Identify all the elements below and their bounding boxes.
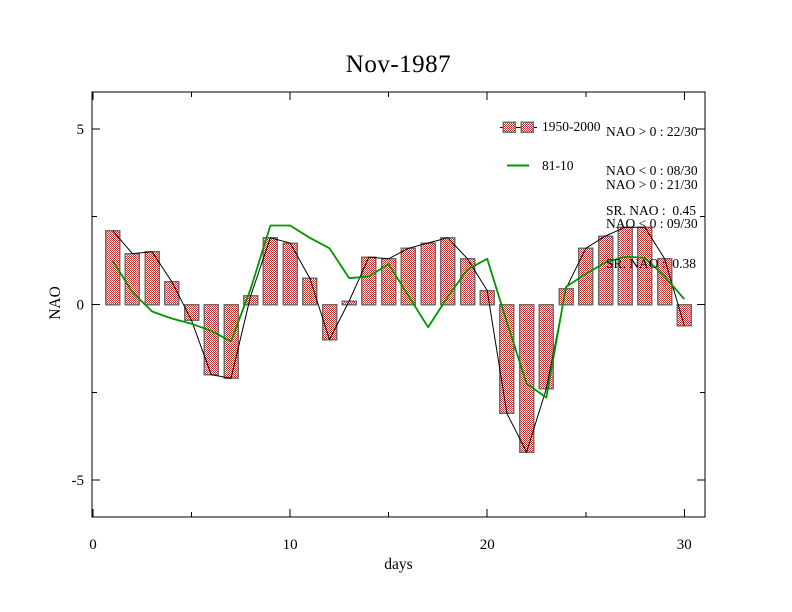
legend-bars-label: 1950-2000	[542, 119, 601, 134]
legend-climatology-label: 81-10	[542, 158, 574, 173]
y-tick-label: 5	[77, 122, 85, 138]
bars-1950-2000	[104, 226, 693, 453]
x-tick-label: 10	[283, 537, 298, 553]
nao-bar	[420, 242, 436, 306]
stats-block-1950-2000: NAO > 0 : 22/30 NAO < 0 : 08/30 SR. NAO …	[606, 98, 698, 244]
hatched-box-swatch-icon	[520, 121, 534, 133]
nao-bar	[538, 303, 555, 390]
nao-bar	[164, 280, 180, 306]
x-tick-label: 20	[480, 537, 495, 553]
nao-bar	[440, 237, 456, 306]
nao-bar	[183, 303, 200, 322]
x-tick-label: 30	[677, 537, 692, 553]
y-tick-label: 0	[77, 298, 85, 314]
nao-bar	[302, 277, 318, 306]
stat-line: NAO > 0 : 22/30	[606, 123, 698, 139]
chart-title: Nov-1987	[345, 51, 452, 78]
nao-bar	[203, 303, 219, 376]
plot-frame-and-ticks	[91, 91, 706, 518]
hatched-box-swatch-icon	[502, 121, 516, 133]
nao-bar	[321, 303, 338, 341]
stat-line: NAO > 0 : 21/30	[606, 176, 698, 192]
stat-line: SR. NAO : 0.45	[606, 203, 697, 219]
nao-bar	[361, 256, 377, 306]
stats-block-81-10: NAO > 0 : 21/30 NAO < 0 : 09/30 SR. NAO …	[606, 151, 698, 297]
stat-line: NAO < 0 : 08/30	[606, 163, 698, 179]
nao-bar	[262, 237, 279, 306]
x-tick-label: 0	[89, 537, 97, 553]
tick-labels: 0 10 20 30 -5 0 5	[72, 122, 692, 553]
daily-values-line	[112, 226, 685, 454]
y-tick-label: -5	[72, 473, 85, 489]
climatology-line	[111, 224, 685, 399]
nao-bar	[459, 258, 476, 306]
stat-line: SR. NAO : 0.38	[606, 256, 697, 272]
x-axis-label: days	[384, 556, 413, 573]
legend-swatches	[500, 121, 537, 167]
y-axis-label: NAO	[47, 286, 64, 320]
stat-line: NAO < 0 : 09/30	[606, 216, 698, 232]
nao-bar	[518, 303, 535, 453]
